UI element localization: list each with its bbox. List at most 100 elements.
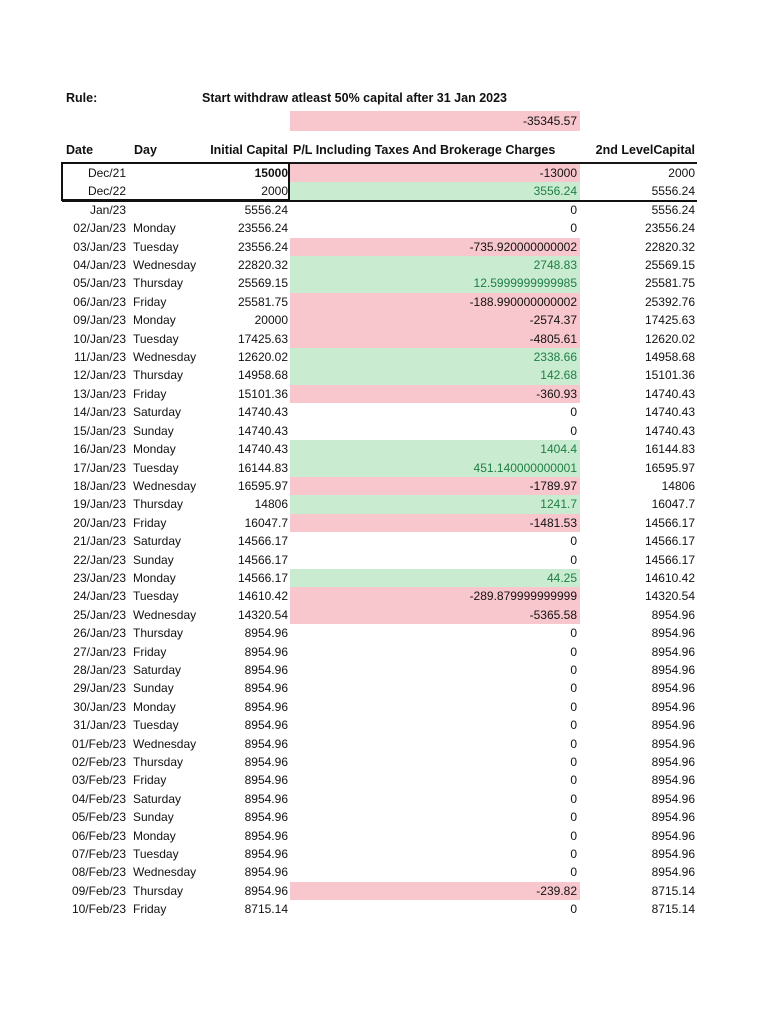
initial-capital-cell: 8954.96 bbox=[244, 810, 288, 825]
initial-capital-cell: 23556.24 bbox=[237, 221, 288, 236]
date-cell: 21/Jan/23 bbox=[73, 534, 126, 549]
pl-cell: 0 bbox=[570, 552, 577, 567]
day-cell bbox=[130, 201, 198, 219]
pl-cell: 0 bbox=[570, 221, 577, 236]
pl-cell: 0 bbox=[570, 681, 577, 696]
initial-capital-cell: 8954.96 bbox=[244, 662, 288, 677]
day-cell: Saturday bbox=[133, 662, 182, 677]
date-cell: 03/Jan/23 bbox=[73, 239, 126, 254]
table-row: Jan/23 5556.24 0 5556.24 bbox=[62, 201, 697, 219]
day-cell: Tuesday bbox=[133, 331, 179, 346]
initial-capital-cell: 8954.96 bbox=[244, 681, 288, 696]
table-row: 30/Jan/23 Monday 8954.96 0 8954.96 bbox=[62, 698, 697, 716]
date-cell: 10/Jan/23 bbox=[73, 331, 126, 346]
day-cell: Thursday bbox=[133, 755, 184, 769]
level-capital-cell: 25581.75 bbox=[644, 276, 695, 291]
pl-cell: 451.140000000001 bbox=[290, 458, 580, 477]
day-cell: Wednesday bbox=[133, 736, 197, 751]
date-cell: 15/Jan/23 bbox=[73, 423, 126, 438]
pl-cell: 0 bbox=[570, 810, 577, 825]
level-capital-cell: 8954.96 bbox=[651, 736, 695, 751]
level-capital-cell: 8954.96 bbox=[651, 847, 695, 862]
initial-capital-cell: 8954.96 bbox=[244, 718, 288, 733]
level-capital-cell: 17425.63 bbox=[644, 313, 695, 328]
initial-capital-cell: 14566.17 bbox=[237, 534, 288, 549]
pl-cell: 0 bbox=[570, 736, 577, 751]
pl-cell: 0 bbox=[570, 865, 577, 880]
day-cell: Wednesday bbox=[133, 350, 197, 365]
initial-capital-cell: 15101.36 bbox=[237, 386, 288, 401]
day-cell: Thursday bbox=[133, 276, 184, 291]
level-capital-cell: 14740.43 bbox=[644, 423, 695, 438]
date-cell: 31/Jan/23 bbox=[73, 718, 126, 733]
initial-capital-cell: 8954.96 bbox=[244, 791, 288, 806]
pl-cell: 0 bbox=[570, 791, 577, 806]
initial-capital-cell: 8954.96 bbox=[244, 865, 288, 880]
table-row: 04/Jan/23 Wednesday 22820.32 2748.83 255… bbox=[62, 256, 697, 275]
pl-cell: -2574.37 bbox=[290, 311, 580, 330]
initial-capital-cell: 8954.96 bbox=[244, 847, 288, 862]
day-cell: Friday bbox=[133, 386, 167, 401]
pl-cell: 0 bbox=[570, 755, 577, 769]
day-cell: Monday bbox=[133, 699, 176, 714]
level-capital-cell: 8954.96 bbox=[651, 718, 695, 733]
table-row: 06/Jan/23 Friday 25581.75 -188.990000000… bbox=[62, 292, 697, 312]
level-capital-cell: 2000 bbox=[668, 166, 695, 180]
column-header-day: Day bbox=[134, 143, 157, 157]
initial-capital-cell: 14566.17 bbox=[237, 552, 288, 567]
date-cell: 22/Jan/23 bbox=[73, 552, 126, 567]
day-cell: Saturday bbox=[133, 405, 182, 420]
initial-capital-cell: 14958.68 bbox=[237, 368, 288, 383]
initial-capital-cell: 8715.14 bbox=[244, 902, 288, 917]
day-cell: Monday bbox=[133, 828, 176, 843]
rule-label: Rule: bbox=[66, 91, 98, 105]
date-cell: 17/Jan/23 bbox=[73, 460, 126, 475]
table-row: 29/Jan/23 Sunday 8954.96 0 8954.96 bbox=[62, 679, 697, 697]
level-capital-cell: 14806 bbox=[661, 478, 695, 493]
level-capital-cell: 16144.83 bbox=[644, 442, 695, 457]
pl-cell: 0 bbox=[570, 828, 577, 843]
date-cell: 13/Jan/23 bbox=[73, 386, 126, 401]
pl-cell: -1789.97 bbox=[290, 476, 580, 496]
pl-cell: 0 bbox=[570, 644, 577, 659]
pl-cell: 12.5999999999985 bbox=[290, 274, 580, 293]
day-cell: Tuesday bbox=[133, 847, 179, 862]
table-row: 02/Feb/23 Thursday 8954.96 0 8954.96 bbox=[62, 753, 697, 771]
level-capital-cell: 8954.96 bbox=[651, 865, 695, 880]
date-cell: 16/Jan/23 bbox=[73, 442, 126, 457]
level-capital-cell: 14566.17 bbox=[644, 534, 695, 549]
level-capital-cell: 8954.96 bbox=[651, 626, 695, 641]
initial-capital-cell: 16047.7 bbox=[244, 515, 288, 530]
table-row: 15/Jan/23 Sunday 14740.43 0 14740.43 bbox=[62, 422, 697, 440]
date-cell: 02/Feb/23 bbox=[71, 755, 126, 769]
level-capital-cell: 8954.96 bbox=[651, 607, 695, 622]
table-row: Dec/22 2000 3556.24 5556.24 bbox=[62, 182, 697, 201]
date-cell: 08/Feb/23 bbox=[71, 865, 126, 880]
table-row: 09/Jan/23 Monday 20000 -2574.37 17425.63 bbox=[62, 311, 697, 330]
day-cell: Friday bbox=[133, 773, 167, 788]
table-row: 14/Jan/23 Saturday 14740.43 0 14740.43 bbox=[62, 403, 697, 421]
date-cell: 11/Jan/23 bbox=[74, 350, 126, 365]
day-cell: Monday bbox=[133, 221, 176, 236]
pl-cell: 2748.83 bbox=[290, 256, 580, 275]
column-header-initial-capital: Initial Capital bbox=[210, 143, 288, 157]
day-cell: Thursday bbox=[133, 883, 184, 898]
day-cell: Wednesday bbox=[133, 258, 197, 273]
date-cell: 03/Feb/23 bbox=[71, 773, 126, 788]
pl-cell: 44.25 bbox=[290, 568, 580, 588]
date-cell: 26/Jan/23 bbox=[73, 626, 126, 641]
date-cell: 05/Jan/23 bbox=[73, 276, 126, 291]
date-cell: 04/Feb/23 bbox=[71, 791, 126, 806]
pl-cell: 0 bbox=[570, 662, 577, 677]
initial-capital-cell: 14740.43 bbox=[237, 423, 288, 438]
day-cell: Tuesday bbox=[133, 460, 179, 475]
date-cell: 28/Jan/23 bbox=[73, 662, 126, 677]
table-row: 20/Jan/23 Friday 16047.7 -1481.53 14566.… bbox=[62, 513, 697, 533]
initial-capital-cell: 8954.96 bbox=[244, 828, 288, 843]
level-capital-cell: 8954.96 bbox=[651, 755, 695, 769]
total-pl-cell: -35345.57 bbox=[290, 111, 580, 131]
initial-capital-cell: 14320.54 bbox=[237, 607, 288, 622]
table-row: 27/Jan/23 Friday 8954.96 0 8954.96 bbox=[62, 643, 697, 661]
date-cell: 20/Jan/23 bbox=[73, 515, 126, 530]
date-cell: 09/Jan/23 bbox=[73, 313, 126, 328]
